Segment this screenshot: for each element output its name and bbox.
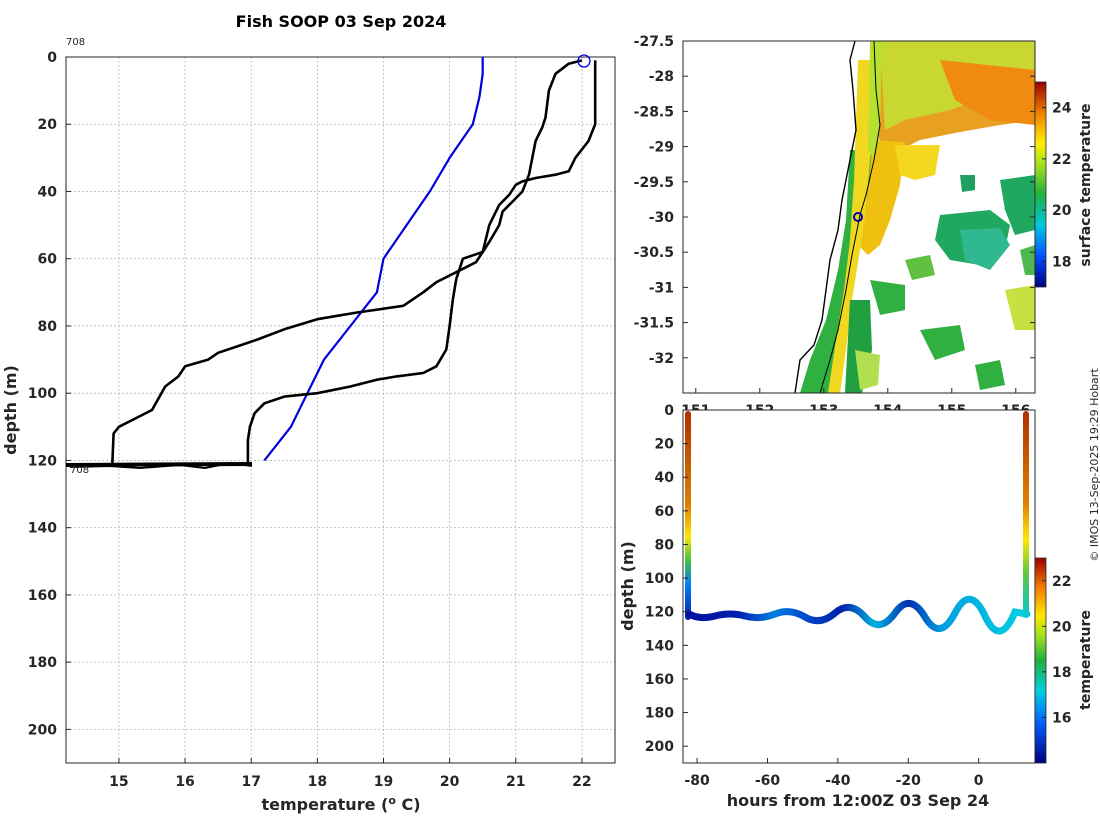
x-tick-label: 16 bbox=[175, 774, 194, 790]
y-tick-label: 120 bbox=[28, 453, 57, 469]
lat-tick-label: -32 bbox=[649, 351, 674, 367]
hours-tick-label: -20 bbox=[896, 773, 922, 789]
lat-tick-label: -29.5 bbox=[634, 175, 674, 191]
x-tick-label: 22 bbox=[572, 774, 591, 790]
depth-tick-label: 140 bbox=[645, 638, 674, 654]
depth-tick-label: 20 bbox=[655, 437, 675, 453]
lat-tick-label: -30.5 bbox=[634, 245, 674, 261]
depth-tick-label: 200 bbox=[645, 739, 674, 755]
profile-grid bbox=[66, 56, 615, 763]
depth-tick-label: 80 bbox=[655, 537, 675, 553]
position-marker bbox=[853, 212, 863, 222]
bottom-noise-band-2 bbox=[69, 461, 253, 470]
y-tick-label: 140 bbox=[28, 521, 57, 537]
y-tick-label: 60 bbox=[38, 252, 58, 268]
profile-x-ticks: 15 16 17 18 19 20 21 22 bbox=[109, 758, 592, 790]
series-line-climatology bbox=[263, 57, 484, 462]
hours-tick-label: -80 bbox=[684, 773, 710, 789]
depth-time-x-ticks: -80 -60 -40 -20 0 bbox=[684, 758, 984, 789]
depth-tick-label: 0 bbox=[664, 403, 674, 419]
x-tick-label: 20 bbox=[440, 774, 460, 790]
ascent-trace bbox=[1023, 411, 1029, 618]
profile-series bbox=[111, 57, 597, 464]
y-tick-label: 180 bbox=[28, 655, 57, 671]
lat-tick-label: -31 bbox=[649, 280, 674, 296]
profile-panel: Fish SOOP 03 Sep 2024 15 16 17 18 19 20 21 22 0… bbox=[1, 12, 616, 815]
depth-tick-label: 160 bbox=[645, 672, 674, 688]
depth-tick-label: 120 bbox=[645, 605, 674, 621]
lat-tick-label: -30 bbox=[649, 210, 675, 226]
y-tick-label: 40 bbox=[38, 184, 58, 200]
hours-tick-label: -40 bbox=[825, 773, 851, 789]
sst-cb-tick-label: 18 bbox=[1052, 254, 1071, 270]
x-tick-label: 21 bbox=[506, 774, 525, 790]
depth-tick-label: 40 bbox=[655, 470, 675, 486]
map-panel: -27.5 -28 -28.5 -29 -29.5 -30 -30.5 -31 -31.5 -32… bbox=[634, 34, 1094, 419]
lat-tick-label: -29 bbox=[649, 140, 674, 156]
lat-tick-label: -27.5 bbox=[634, 34, 674, 50]
sst-cb-tick-label: 24 bbox=[1052, 101, 1072, 117]
bottom-trace bbox=[685, 595, 1031, 635]
chart-title: Fish SOOP 03 Sep 2024 bbox=[236, 12, 447, 31]
sst-colorbar-ticks: 24 22 20 18 bbox=[1042, 101, 1072, 270]
depth-time-background bbox=[683, 410, 1035, 763]
ship-track bbox=[819, 40, 881, 394]
lat-tick-label: -31.5 bbox=[634, 316, 674, 332]
lat-tick-label: -28 bbox=[649, 69, 674, 85]
hours-tick-label: -60 bbox=[755, 773, 781, 789]
temperature-colorbar bbox=[1034, 557, 1047, 764]
y-tick-label: 100 bbox=[28, 386, 57, 402]
descent-trace bbox=[685, 411, 691, 620]
depth-tick-label: 180 bbox=[645, 706, 674, 722]
annotation-bottom: 708 bbox=[70, 465, 89, 476]
temp-cb-tick-label: 16 bbox=[1052, 710, 1071, 726]
x-tick-label: 17 bbox=[241, 774, 260, 790]
x-tick-label: 19 bbox=[374, 774, 393, 790]
hours-axis-label: hours from 12:00Z 03 Sep 24 bbox=[727, 791, 989, 810]
hours-tick-label: 0 bbox=[974, 773, 984, 789]
sst-field bbox=[800, 41, 1035, 393]
depth-time-y-ticks: 0 20 40 60 80 100 120 140 160 180 200 bbox=[645, 403, 688, 755]
depth-time-panel: -80 -60 -40 -20 0 0 20 40 60 80 100 120 140 160 180 20… bbox=[618, 403, 1094, 810]
sst-cb-tick-label: 22 bbox=[1052, 152, 1071, 168]
temp-cb-tick-label: 20 bbox=[1052, 619, 1072, 635]
y-tick-label: 200 bbox=[28, 722, 57, 738]
depth-tick-label: 60 bbox=[655, 504, 675, 520]
coastline bbox=[794, 40, 857, 394]
temperature-colorbar-label: temperature bbox=[1078, 610, 1094, 710]
profile-y-ticks: 0 20 40 60 80 100 120 140 160 180 200 bbox=[28, 50, 71, 738]
series-line-cast-2 bbox=[246, 59, 583, 464]
temp-cb-tick-label: 18 bbox=[1052, 665, 1071, 681]
y-tick-label: 0 bbox=[47, 50, 57, 66]
y-tick-label: 160 bbox=[28, 588, 57, 604]
x-axis-label: temperature (o C) bbox=[261, 794, 420, 815]
x-tick-label: 18 bbox=[308, 774, 327, 790]
depth-axis-label: depth (m) bbox=[618, 541, 637, 631]
map-lat-ticks: -27.5 -28 -28.5 -29 -29.5 -30 -30.5 -31 -31.5 -32 bbox=[634, 34, 1035, 367]
lat-tick-label: -28.5 bbox=[634, 104, 674, 120]
y-axis-label: depth (m) bbox=[1, 365, 20, 455]
profile-axes-box bbox=[65, 56, 616, 764]
temp-cb-tick-label: 22 bbox=[1052, 574, 1071, 590]
x-tick-label: 15 bbox=[109, 774, 128, 790]
sst-cb-tick-label: 20 bbox=[1052, 203, 1072, 219]
surface-marker bbox=[577, 54, 591, 68]
depth-tick-label: 100 bbox=[645, 571, 674, 587]
y-tick-label: 20 bbox=[38, 117, 58, 133]
y-tick-label: 80 bbox=[38, 319, 58, 335]
sst-colorbar bbox=[1034, 81, 1047, 288]
sst-colorbar-label: surface temperature bbox=[1078, 103, 1094, 266]
temperature-colorbar-ticks: 22 20 18 16 bbox=[1042, 574, 1072, 726]
copyright-text: © IMOS 13-Sep-2025 19:29 Hobart bbox=[1088, 368, 1100, 562]
annotation-top: 708 bbox=[66, 37, 85, 48]
series-line-cast-1 bbox=[111, 60, 597, 464]
